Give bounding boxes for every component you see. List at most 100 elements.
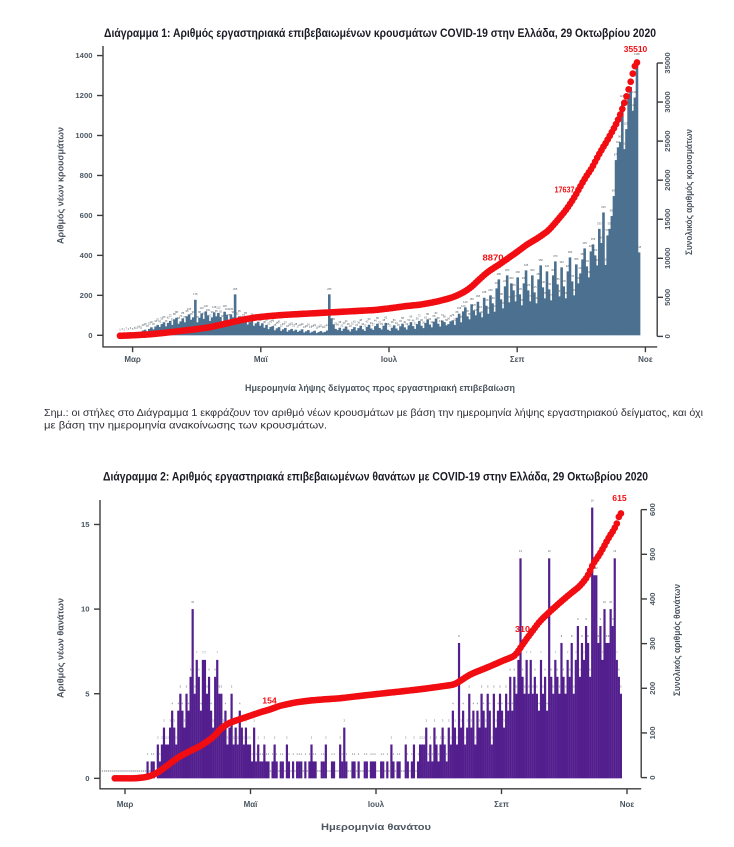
svg-text:10: 10: [81, 605, 90, 614]
svg-text:245: 245: [503, 279, 508, 283]
svg-text:Συνολικός αριθμός θανάτων: Συνολικός αριθμός θανάτων: [672, 584, 682, 696]
svg-text:135: 135: [501, 301, 506, 305]
svg-text:932: 932: [622, 142, 627, 146]
svg-text:800: 800: [80, 171, 93, 180]
svg-text:Σεπ: Σεπ: [510, 355, 525, 364]
svg-text:280: 280: [497, 272, 502, 276]
svg-text:533: 533: [597, 221, 602, 225]
svg-text:Μαϊ: Μαϊ: [254, 355, 269, 364]
svg-text:165: 165: [507, 295, 512, 299]
svg-text:200: 200: [488, 288, 493, 292]
svg-text:200: 200: [80, 291, 93, 300]
svg-text:175: 175: [549, 293, 554, 297]
svg-text:Αριθμός νέων κρουσμάτων: Αριθμός νέων κρουσμάτων: [56, 127, 66, 244]
svg-text:300: 300: [648, 637, 657, 650]
svg-text:5: 5: [85, 689, 90, 698]
svg-text:120: 120: [461, 304, 466, 308]
svg-text:500: 500: [606, 228, 611, 232]
svg-text:215: 215: [532, 285, 537, 289]
svg-text:20000: 20000: [663, 169, 672, 190]
svg-text:118: 118: [493, 304, 498, 308]
svg-text:205: 205: [327, 287, 332, 291]
svg-text:300: 300: [505, 268, 510, 272]
svg-text:170: 170: [528, 294, 533, 298]
svg-text:697: 697: [612, 189, 617, 193]
svg-text:600: 600: [80, 211, 93, 220]
svg-text:355: 355: [574, 257, 579, 261]
svg-text:320: 320: [545, 264, 550, 268]
svg-text:Μαϊ: Μαϊ: [244, 800, 259, 809]
svg-text:170: 170: [513, 294, 518, 298]
svg-text:Σεπ: Σεπ: [494, 800, 509, 809]
svg-text:205: 205: [233, 287, 238, 291]
svg-text:350: 350: [595, 258, 600, 262]
svg-text:150: 150: [520, 298, 525, 302]
svg-text:380: 380: [580, 252, 585, 256]
svg-text:1124: 1124: [630, 103, 636, 107]
svg-text:390: 390: [568, 250, 573, 254]
svg-text:Συνολικός αριθμός κρουσμάτων: Συνολικός αριθμός κρουσμάτων: [684, 129, 694, 255]
svg-text:352: 352: [603, 257, 608, 261]
svg-text:370: 370: [553, 254, 558, 258]
svg-text:200: 200: [572, 288, 577, 292]
svg-text:230: 230: [547, 282, 552, 286]
svg-text:345: 345: [585, 259, 590, 263]
svg-text:435: 435: [582, 241, 587, 245]
svg-text:Μαρ: Μαρ: [124, 355, 141, 364]
svg-text:Ημερομηνία θανάτου: Ημερομηνία θανάτου: [321, 822, 432, 833]
svg-text:1200: 1200: [75, 91, 92, 100]
svg-text:154: 154: [262, 697, 277, 706]
svg-text:Αριθμός νέων θανάτων: Αριθμός νέων θανάτων: [56, 598, 66, 698]
svg-text:30000: 30000: [663, 91, 672, 112]
svg-text:115: 115: [478, 305, 483, 309]
svg-text:310: 310: [578, 266, 583, 270]
svg-text:340: 340: [559, 260, 564, 264]
svg-text:300: 300: [530, 268, 535, 272]
svg-text:178: 178: [193, 292, 198, 296]
svg-text:455: 455: [591, 237, 596, 241]
svg-text:325: 325: [524, 263, 529, 267]
svg-text:290: 290: [516, 270, 521, 274]
svg-text:300: 300: [551, 268, 556, 272]
svg-text:310: 310: [515, 625, 531, 634]
svg-text:10000: 10000: [663, 248, 672, 269]
svg-text:200: 200: [648, 682, 657, 695]
svg-text:Ημερομηνία λήψης δείγματος προ: Ημερομηνία λήψης δείγματος προς εργαστηρ…: [245, 383, 515, 394]
svg-text:Διάγραμμα 2: Αριθμός εργαστηρι: Διάγραμμα 2: Αριθμός εργαστηριακά επιβεβ…: [103, 472, 648, 484]
svg-text:0: 0: [648, 775, 657, 779]
svg-text:148: 148: [484, 298, 489, 302]
svg-text:0: 0: [88, 331, 92, 340]
svg-text:270: 270: [570, 274, 575, 278]
svg-text:225: 225: [511, 283, 516, 287]
svg-text:125: 125: [472, 303, 477, 307]
svg-text:185: 185: [564, 291, 569, 295]
svg-text:100: 100: [648, 727, 657, 740]
svg-text:με βάση την ημερομηνία ανακοίν: με βάση την ημερομηνία ανακοίνωσης των κ…: [44, 420, 327, 432]
svg-text:400: 400: [648, 593, 657, 606]
svg-text:533: 533: [608, 221, 613, 225]
svg-text:Ιουλ: Ιουλ: [368, 800, 385, 809]
svg-text:Νοε: Νοε: [638, 355, 653, 364]
svg-text:108: 108: [486, 306, 491, 310]
svg-text:120: 120: [204, 304, 209, 308]
svg-text:240: 240: [541, 280, 546, 284]
svg-text:15000: 15000: [663, 209, 672, 230]
svg-text:260: 260: [509, 276, 514, 280]
svg-text:1400: 1400: [75, 51, 92, 60]
svg-text:1000: 1000: [75, 131, 92, 140]
svg-text:35000: 35000: [663, 52, 672, 73]
svg-text:600: 600: [648, 503, 657, 516]
svg-text:260: 260: [522, 276, 527, 280]
svg-text:415: 415: [637, 245, 642, 249]
svg-text:140: 140: [463, 300, 468, 304]
svg-text:941: 941: [616, 140, 621, 144]
svg-text:615: 615: [601, 205, 606, 209]
svg-text:Ιουλ: Ιουλ: [381, 355, 398, 364]
svg-text:160: 160: [490, 296, 495, 300]
svg-text:35510: 35510: [624, 45, 648, 54]
svg-text:188: 188: [482, 290, 487, 294]
svg-text:235: 235: [495, 281, 500, 285]
svg-text:160: 160: [534, 296, 539, 300]
svg-text:5000: 5000: [663, 289, 672, 306]
svg-text:Σημ.: οι στήλες στο Διάγραμμα: Σημ.: οι στήλες στο Διάγραμμα 1 εκφράζου…: [44, 407, 703, 419]
